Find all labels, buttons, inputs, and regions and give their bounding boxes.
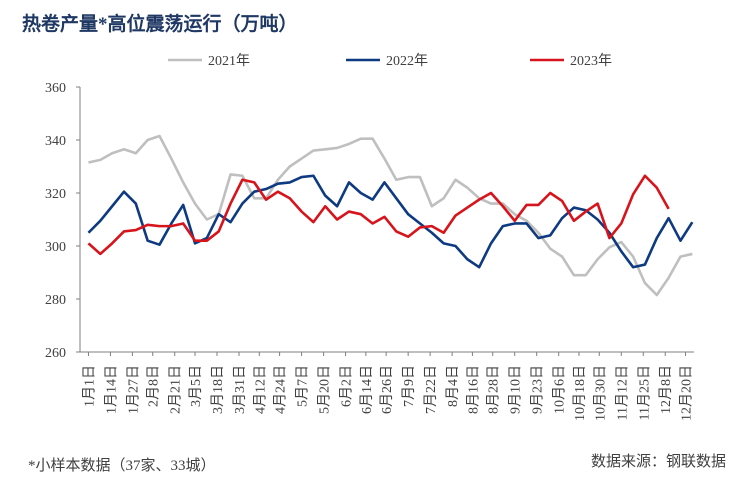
x-tick-label: 12月20日: [679, 365, 695, 421]
legend-label: 2021年: [208, 53, 250, 69]
y-tick-label: 300: [45, 240, 66, 255]
x-tick-label: 4月24日: [273, 365, 289, 414]
x-tick-label: 8月4日: [445, 365, 461, 407]
x-tick-label: 6月26日: [379, 365, 395, 414]
y-tick-label: 320: [45, 187, 66, 202]
x-tick-label: 7月22日: [423, 365, 439, 414]
legend-label: 2022年: [386, 53, 428, 69]
y-tick-label: 340: [45, 134, 66, 149]
x-tick-label: 9月10日: [508, 365, 524, 414]
x-tick-label: 8月28日: [486, 365, 502, 414]
note: *小样本数据（37家、33城）: [28, 457, 216, 474]
x-tick-label: 8月16日: [465, 365, 481, 414]
series-line: [87, 174, 670, 256]
x-tick-label: 6月2日: [339, 365, 355, 407]
x-tick-label: 3月31日: [232, 365, 248, 414]
x-tick-label: 1月27日: [125, 365, 141, 414]
x-tick-label: 1月1日: [81, 365, 97, 407]
x-tick-label: 5月7日: [295, 365, 311, 407]
x-tick-label: 10月6日: [552, 365, 568, 414]
x-tick-label: 11月12日: [614, 365, 630, 420]
x-tick-label: 2月8日: [146, 365, 162, 407]
x-tick-label: 1月14日: [103, 365, 119, 414]
x-tick-label: 6月14日: [359, 365, 375, 414]
x-tick-label: 11月25日: [636, 365, 652, 420]
x-tick-label: 7月9日: [401, 365, 417, 407]
x-tick-label: 10月18日: [572, 365, 588, 421]
legend-label: 2023年: [570, 53, 612, 69]
y-tick-label: 360: [45, 81, 66, 96]
x-tick-label: 4月12日: [252, 365, 268, 414]
x-tick-label: 10月30日: [592, 365, 608, 421]
chart-title: 热卷产量*高位震荡运行（万吨）: [22, 12, 298, 35]
x-tick-label: 9月23日: [530, 365, 546, 414]
y-tick-label: 260: [45, 346, 66, 361]
x-tick-label: 3月5日: [188, 365, 204, 407]
series-line: [88, 134, 693, 297]
x-tick-label: 5月20日: [317, 365, 333, 414]
x-tick-label: 12月8日: [658, 365, 674, 414]
x-tick-label: 2月21日: [168, 365, 184, 414]
y-tick-label: 280: [45, 293, 66, 308]
series-line: [87, 174, 694, 269]
source: 数据来源：钢联数据: [591, 453, 726, 470]
x-tick-label: 3月18日: [210, 365, 226, 414]
